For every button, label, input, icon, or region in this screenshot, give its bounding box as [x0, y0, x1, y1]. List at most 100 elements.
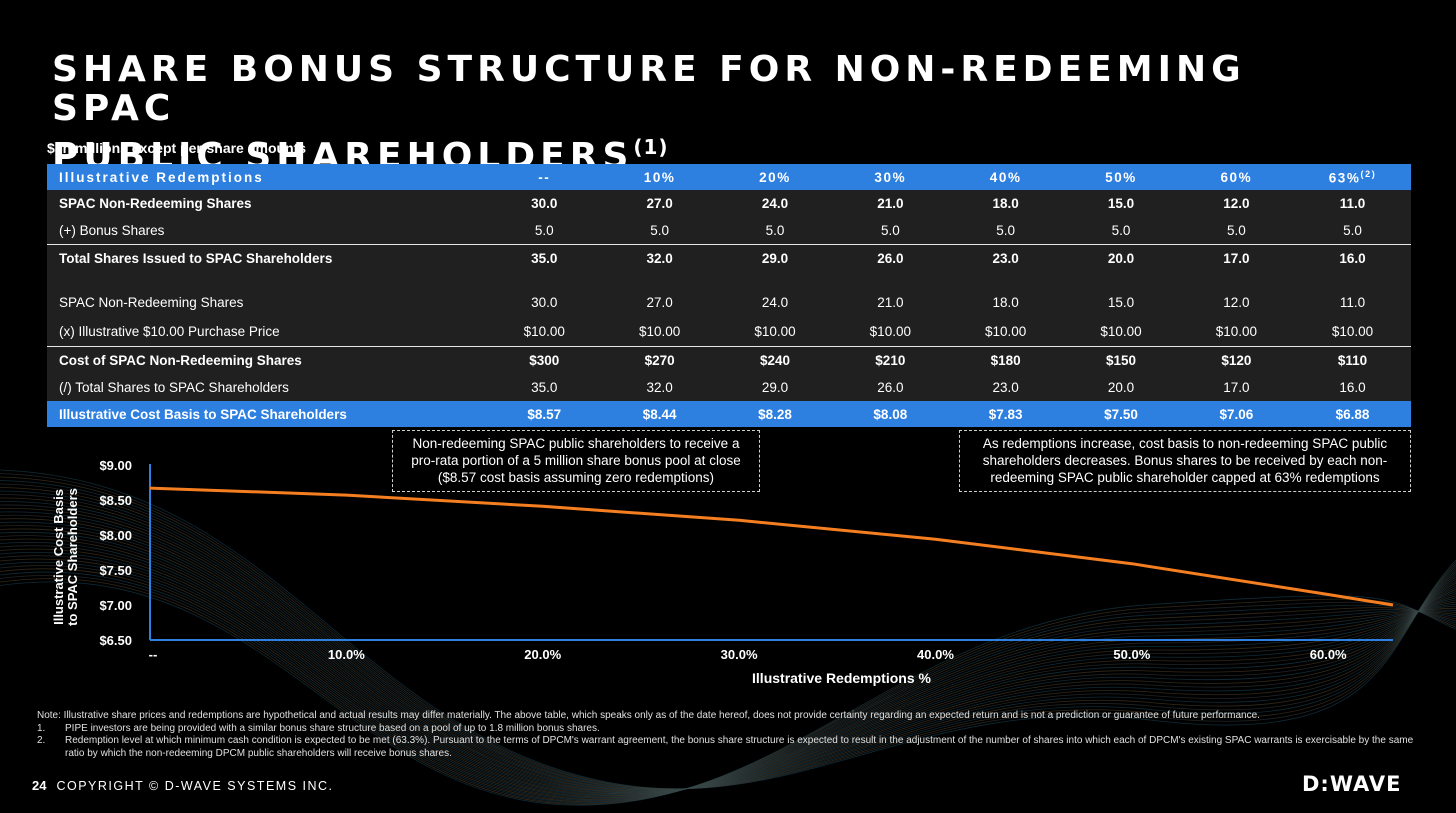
dwave-logo: D:WAVE	[1302, 772, 1402, 796]
y-axis-label: Illustrative Cost Basis to SPAC Sharehold…	[51, 488, 80, 626]
table-cell: $150	[1063, 346, 1179, 374]
table-cell: 16.0	[1294, 244, 1411, 272]
wave-line	[0, 538, 1456, 796]
table-cell: 26.0	[877, 380, 904, 395]
table-row: (+) Bonus Shares 5.0 5.0 5.0 5.0 5.0 5.0 5.0 5.0	[47, 217, 1411, 245]
table-cell: 30.0	[531, 295, 558, 310]
wave-line	[0, 531, 1456, 795]
x-tick-label: 50.0%	[1113, 647, 1150, 662]
wave-line	[0, 473, 1456, 790]
table-cell: 20.0	[1063, 244, 1179, 272]
series-line	[149, 486, 1394, 607]
header-col: --	[538, 169, 551, 185]
wave-line	[0, 571, 1456, 804]
table-cell: 30.0	[531, 196, 558, 211]
copyright-text: COPYRIGHT © D-WAVE SYSTEMS INC.	[56, 779, 334, 793]
table-cell: $10.00	[1215, 324, 1257, 339]
x-axis-label: Illustrative Redemptions %	[752, 670, 931, 686]
table-cell: 5.0	[765, 223, 785, 238]
wave-line	[0, 528, 1456, 795]
wave-line	[0, 578, 1456, 805]
table-cell: $8.57	[527, 406, 562, 422]
x-tick-label: 60.0%	[1310, 647, 1347, 662]
table-cell: $7.50	[1104, 406, 1138, 422]
row-label: (x) Illustrative $10.00 Purchase Price	[59, 324, 280, 339]
header-col: 63%	[1328, 170, 1361, 186]
x-tick-label: 30.0%	[721, 647, 758, 662]
y-tick-label: $8.50	[99, 493, 132, 508]
footnote-item: 1. PIPE investors are being provided with…	[37, 723, 1417, 736]
footer: 24 COPYRIGHT © D-WAVE SYSTEMS INC.	[32, 778, 334, 793]
table-cell: 27.0	[646, 295, 673, 310]
table-cell: $300	[486, 346, 602, 374]
table-cell: 29.0	[717, 244, 833, 272]
table-cell: 29.0	[761, 380, 789, 395]
table-cell: 5.0	[880, 223, 900, 238]
table-row: (/) Total Shares to SPAC Shareholders 35.…	[47, 374, 1411, 401]
wave-line	[0, 518, 1456, 793]
x-tick-label: 20.0%	[524, 647, 561, 662]
table-cell: 5.0	[1226, 223, 1246, 238]
table-cell: $8.08	[873, 406, 908, 422]
table-cell: $10.00	[869, 324, 911, 339]
y-axis-label-line: to SPAC Shareholders	[65, 488, 80, 626]
wave-line	[0, 541, 1456, 797]
wave-line	[0, 483, 1456, 790]
table-cell: 12.0	[1223, 295, 1250, 310]
callout-zero-redemptions: Non-redeeming SPAC public shareholders t…	[392, 430, 760, 492]
x-tick-label: --	[149, 647, 158, 662]
wave-line	[0, 565, 1456, 802]
table-cell: $120	[1178, 346, 1295, 374]
table-cell: $180	[948, 346, 1064, 374]
table-cell: $8.44	[642, 406, 677, 422]
units-subtitle: $ in millions except per-share amounts	[47, 140, 307, 156]
table-cell: $7.06	[1219, 406, 1254, 422]
footnote-key: 2.	[37, 735, 46, 746]
footnote-key: 1.	[37, 722, 46, 734]
row-label: (+) Bonus Shares	[59, 223, 165, 238]
table-cell: 17.0	[1178, 244, 1295, 272]
table-cell: $10.00	[638, 324, 681, 339]
title-line-2: PUBLIC SHAREHOLDERS	[52, 136, 634, 177]
wave-line	[0, 545, 1456, 798]
title-line-1: SHARE BONUS STRUCTURE FOR NON-REDEEMING …	[52, 49, 1246, 129]
cost-basis-line-chart: $6.50 $7.00 $7.50 $8.00 $8.50 $9.00 -- 10.0% 20.…	[51, 458, 1394, 686]
footnote-item: 2. Redemption level at which minimum cash…	[37, 735, 1417, 760]
wave-line	[0, 521, 1456, 794]
table-cell: 35.0	[531, 380, 558, 395]
footnote-text: Redemption level at which minimum cash c…	[65, 735, 1414, 759]
table-cell: 27.0	[646, 196, 673, 211]
y-tick-label: $9.00	[99, 458, 132, 473]
table-cell: $10.00	[523, 324, 565, 339]
table-row: SPAC Non-Redeeming Shares 30.0 27.0 24.0 21.…	[47, 288, 1411, 317]
header-col: 60%	[1220, 169, 1253, 185]
row-label: (/) Total Shares to SPAC Shareholders	[59, 380, 289, 395]
table-row: SPAC Non-Redeeming Shares 30.0 27.0 24.0 21.…	[47, 190, 1411, 217]
table-cell: 15.0	[1107, 295, 1135, 310]
table-row: Illustrative Cost Basis to SPAC Sharehol…	[47, 401, 1411, 427]
wave-line	[0, 555, 1456, 800]
header-col: 40%	[989, 169, 1022, 185]
wave-line	[0, 490, 1456, 791]
wave-line	[0, 504, 1456, 792]
wave-line	[0, 494, 1456, 791]
header-col: 20%	[759, 169, 791, 185]
table-cell: 20.0	[1107, 380, 1135, 395]
table-cell: 5.0	[650, 223, 670, 238]
table-cell: 23.0	[948, 244, 1064, 272]
row-label: Illustrative Cost Basis to SPAC Sharehol…	[59, 406, 347, 422]
table-cell: 35.0	[486, 244, 602, 272]
row-label: Cost of SPAC Non-Redeeming Shares	[47, 346, 487, 374]
table-cell: $7.83	[988, 406, 1023, 422]
table-row: (x) Illustrative $10.00 Purchase Price $1…	[47, 317, 1411, 347]
table-cell: 5.0	[1111, 223, 1131, 238]
table-cell: 12.0	[1223, 196, 1250, 211]
table-cell: 26.0	[832, 244, 948, 272]
table-cell: $270	[601, 346, 718, 374]
header-col-ref: (2)	[1360, 168, 1377, 179]
wave-line	[0, 552, 1456, 799]
wave-line	[0, 508, 1456, 792]
wave-line	[0, 568, 1456, 803]
redemption-table: Illustrative Redemptions -- 10% 20% 30% …	[47, 164, 1411, 427]
wave-line	[0, 535, 1456, 796]
